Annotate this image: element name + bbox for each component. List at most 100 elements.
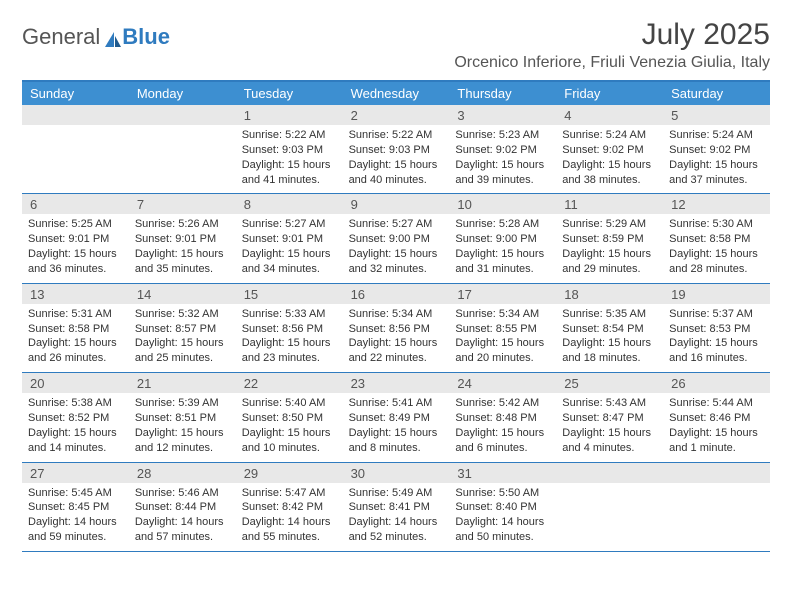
sunrise-text: Sunrise: 5:29 AM [562, 217, 657, 232]
sunset-text: Sunset: 8:58 PM [669, 232, 764, 247]
sunset-text: Sunset: 9:01 PM [242, 232, 337, 247]
daylight-text: Daylight: 15 hours and 6 minutes. [455, 426, 550, 456]
day-number: 16 [343, 284, 450, 304]
sunrise-text: Sunrise: 5:37 AM [669, 307, 764, 322]
day-body: Sunrise: 5:23 AMSunset: 9:02 PMDaylight:… [449, 125, 556, 193]
sunrise-text: Sunrise: 5:23 AM [455, 128, 550, 143]
day-number [663, 463, 770, 483]
page-header: General Blue July 2025 Orcenico Inferior… [22, 18, 770, 72]
sunrise-text: Sunrise: 5:43 AM [562, 396, 657, 411]
sunset-text: Sunset: 8:56 PM [242, 322, 337, 337]
daylight-text: Daylight: 15 hours and 32 minutes. [349, 247, 444, 277]
sunset-text: Sunset: 8:46 PM [669, 411, 764, 426]
daylight-text: Daylight: 14 hours and 57 minutes. [135, 515, 230, 545]
day-number [22, 105, 129, 125]
sunrise-text: Sunrise: 5:27 AM [349, 217, 444, 232]
day-body: Sunrise: 5:49 AMSunset: 8:41 PMDaylight:… [343, 483, 450, 551]
daylight-text: Daylight: 15 hours and 40 minutes. [349, 158, 444, 188]
day-body [556, 483, 663, 543]
day-cell: 30Sunrise: 5:49 AMSunset: 8:41 PMDayligh… [343, 463, 450, 551]
week-row: 1Sunrise: 5:22 AMSunset: 9:03 PMDaylight… [22, 105, 770, 194]
sunrise-text: Sunrise: 5:31 AM [28, 307, 123, 322]
week-row: 13Sunrise: 5:31 AMSunset: 8:58 PMDayligh… [22, 284, 770, 373]
sunrise-text: Sunrise: 5:47 AM [242, 486, 337, 501]
day-body: Sunrise: 5:42 AMSunset: 8:48 PMDaylight:… [449, 393, 556, 461]
brand-blue: Blue [122, 24, 170, 50]
day-cell: 21Sunrise: 5:39 AMSunset: 8:51 PMDayligh… [129, 373, 236, 461]
day-number: 21 [129, 373, 236, 393]
day-of-week-row: Sunday Monday Tuesday Wednesday Thursday… [22, 82, 770, 105]
day-body: Sunrise: 5:37 AMSunset: 8:53 PMDaylight:… [663, 304, 770, 372]
sunset-text: Sunset: 9:00 PM [455, 232, 550, 247]
day-number: 10 [449, 194, 556, 214]
day-number: 28 [129, 463, 236, 483]
daylight-text: Daylight: 15 hours and 12 minutes. [135, 426, 230, 456]
day-cell: 2Sunrise: 5:22 AMSunset: 9:03 PMDaylight… [343, 105, 450, 193]
daylight-text: Daylight: 15 hours and 28 minutes. [669, 247, 764, 277]
day-cell: 24Sunrise: 5:42 AMSunset: 8:48 PMDayligh… [449, 373, 556, 461]
brand-logo: General Blue [22, 18, 170, 50]
sunrise-text: Sunrise: 5:38 AM [28, 396, 123, 411]
sunset-text: Sunset: 9:00 PM [349, 232, 444, 247]
day-body: Sunrise: 5:26 AMSunset: 9:01 PMDaylight:… [129, 214, 236, 282]
day-body: Sunrise: 5:24 AMSunset: 9:02 PMDaylight:… [556, 125, 663, 193]
day-cell: 27Sunrise: 5:45 AMSunset: 8:45 PMDayligh… [22, 463, 129, 551]
empty-cell [556, 463, 663, 551]
day-body: Sunrise: 5:22 AMSunset: 9:03 PMDaylight:… [236, 125, 343, 193]
day-cell: 20 Sunrise: 5:38 AMSunset: 8:52 PMDayligh… [22, 373, 129, 461]
sunrise-text: Sunrise: 5:25 AM [28, 217, 123, 232]
day-number: 7 [129, 194, 236, 214]
day-number: 24 [449, 373, 556, 393]
day-body: Sunrise: 5:43 AMSunset: 8:47 PMDaylight:… [556, 393, 663, 461]
day-cell: 26Sunrise: 5:44 AMSunset: 8:46 PMDayligh… [663, 373, 770, 461]
day-body: Sunrise: 5:31 AMSunset: 8:58 PMDaylight:… [22, 304, 129, 372]
sunset-text: Sunset: 8:53 PM [669, 322, 764, 337]
week-row: 6Sunrise: 5:25 AMSunset: 9:01 PMDaylight… [22, 194, 770, 283]
daylight-text: Daylight: 15 hours and 16 minutes. [669, 336, 764, 366]
day-cell: 29Sunrise: 5:47 AMSunset: 8:42 PMDayligh… [236, 463, 343, 551]
sunset-text: Sunset: 9:02 PM [562, 143, 657, 158]
daylight-text: Daylight: 14 hours and 59 minutes. [28, 515, 123, 545]
sunset-text: Sunset: 8:52 PM [28, 411, 123, 426]
day-body: Sunrise: 5:27 AMSunset: 9:00 PMDaylight:… [343, 214, 450, 282]
day-number: 19 [663, 284, 770, 304]
day-number: 22 [236, 373, 343, 393]
daylight-text: Daylight: 15 hours and 38 minutes. [562, 158, 657, 188]
daylight-text: Daylight: 15 hours and 14 minutes. [28, 426, 123, 456]
day-body: Sunrise: 5:30 AMSunset: 8:58 PMDaylight:… [663, 214, 770, 282]
daylight-text: Daylight: 15 hours and 1 minute. [669, 426, 764, 456]
day-cell: 15Sunrise: 5:33 AMSunset: 8:56 PMDayligh… [236, 284, 343, 372]
day-body: Sunrise: 5:24 AMSunset: 9:02 PMDaylight:… [663, 125, 770, 193]
sunrise-text: Sunrise: 5:27 AM [242, 217, 337, 232]
day-body: Sunrise: 5:32 AMSunset: 8:57 PMDaylight:… [129, 304, 236, 372]
day-number: 11 [556, 194, 663, 214]
day-cell: 19Sunrise: 5:37 AMSunset: 8:53 PMDayligh… [663, 284, 770, 372]
day-number: 29 [236, 463, 343, 483]
sunset-text: Sunset: 8:47 PM [562, 411, 657, 426]
daylight-text: Daylight: 15 hours and 37 minutes. [669, 158, 764, 188]
day-cell: 22Sunrise: 5:40 AMSunset: 8:50 PMDayligh… [236, 373, 343, 461]
day-body: Sunrise: 5:29 AMSunset: 8:59 PMDaylight:… [556, 214, 663, 282]
sunrise-text: Sunrise: 5:41 AM [349, 396, 444, 411]
day-number: 5 [663, 105, 770, 125]
day-body: Sunrise: 5:47 AMSunset: 8:42 PMDaylight:… [236, 483, 343, 551]
sunrise-text: Sunrise: 5:50 AM [455, 486, 550, 501]
sunrise-text: Sunrise: 5:24 AM [562, 128, 657, 143]
empty-cell [22, 105, 129, 193]
daylight-text: Daylight: 15 hours and 20 minutes. [455, 336, 550, 366]
day-body: Sunrise: 5:44 AMSunset: 8:46 PMDaylight:… [663, 393, 770, 461]
day-cell: 17Sunrise: 5:34 AMSunset: 8:55 PMDayligh… [449, 284, 556, 372]
day-number: 30 [343, 463, 450, 483]
sunset-text: Sunset: 8:51 PM [135, 411, 230, 426]
dow-sunday: Sunday [22, 82, 129, 105]
sunset-text: Sunset: 9:02 PM [455, 143, 550, 158]
daylight-text: Daylight: 15 hours and 29 minutes. [562, 247, 657, 277]
day-cell: 7Sunrise: 5:26 AMSunset: 9:01 PMDaylight… [129, 194, 236, 282]
day-number: 20 [22, 373, 129, 393]
sunrise-text: Sunrise: 5:33 AM [242, 307, 337, 322]
day-number: 25 [556, 373, 663, 393]
daylight-text: Daylight: 15 hours and 8 minutes. [349, 426, 444, 456]
day-cell: 31Sunrise: 5:50 AMSunset: 8:40 PMDayligh… [449, 463, 556, 551]
sunrise-text: Sunrise: 5:35 AM [562, 307, 657, 322]
dow-tuesday: Tuesday [236, 82, 343, 105]
